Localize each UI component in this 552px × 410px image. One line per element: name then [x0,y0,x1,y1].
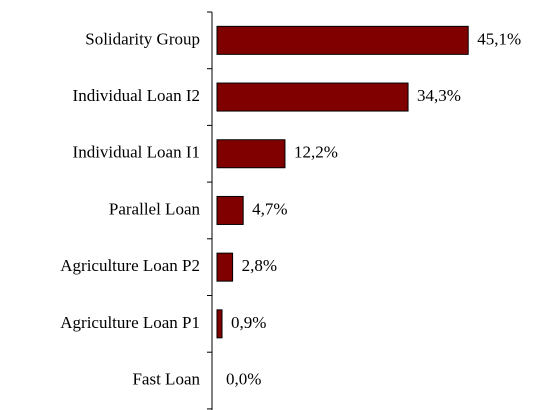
bar [216,195,244,225]
category-label: Individual Loan I1 [73,143,200,162]
category-label: Parallel Loan [109,199,201,218]
bar [216,25,469,55]
category-label: Fast Loan [132,369,200,388]
category-label: Agriculture Loan P2 [60,256,200,275]
value-label: 2,8% [242,256,277,275]
bar [216,82,409,112]
value-label: 12,2% [294,143,338,162]
value-label: 4,7% [252,199,287,218]
bar [216,252,234,282]
bar [216,309,223,339]
value-label: 45,1% [477,29,521,48]
category-label: Individual Loan I2 [73,86,200,105]
bar [216,139,286,169]
value-label: 0,9% [231,313,266,332]
value-label: 34,3% [417,86,461,105]
category-label: Solidarity Group [85,29,200,48]
value-label: 0,0% [226,369,261,388]
category-label: Agriculture Loan P1 [60,313,200,332]
